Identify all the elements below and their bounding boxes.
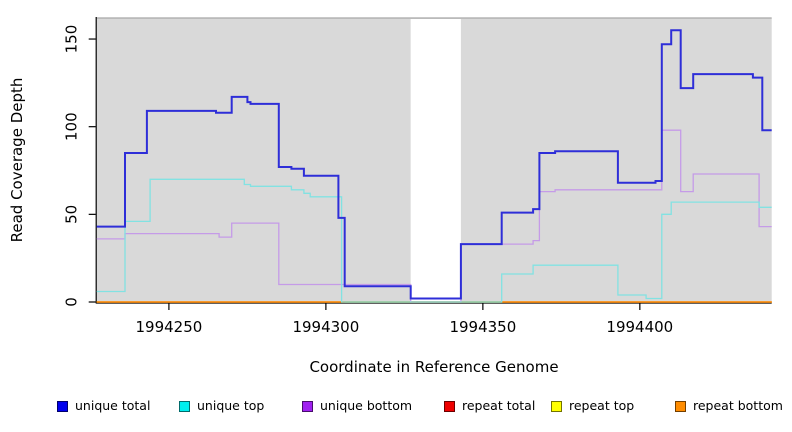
no-data-band	[410, 19, 461, 302]
x-tick-label: 1994250	[136, 318, 203, 336]
x-tick-label: 1994350	[449, 318, 516, 336]
x-axis-title: Coordinate in Reference Genome	[309, 358, 559, 376]
x-tick-label: 1994300	[292, 318, 359, 336]
series-unique-top	[96, 178, 772, 303]
y-axis-title: Read Coverage Depth	[8, 77, 26, 243]
series-unique-bottom	[96, 129, 772, 303]
y-tick-label: 50	[63, 205, 81, 224]
series-unique-total	[96, 29, 772, 300]
x-tick-label: 1994400	[606, 318, 673, 336]
y-tick-label: 0	[63, 297, 81, 307]
y-tick-label: 100	[63, 112, 81, 141]
y-tick-label: 150	[63, 25, 81, 54]
